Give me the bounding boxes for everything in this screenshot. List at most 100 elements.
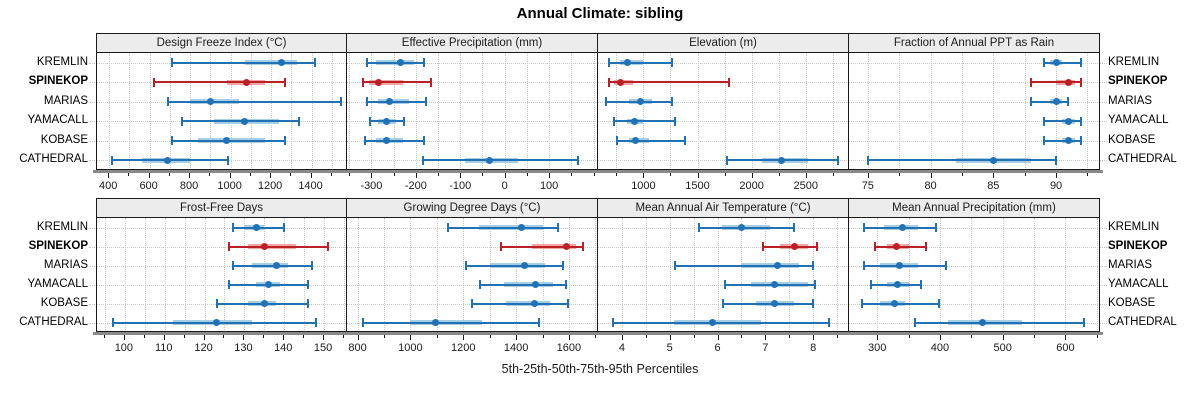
axis-tick-label: 0: [501, 180, 508, 192]
whisker-cap-low: [612, 116, 615, 126]
grid-line: [961, 53, 963, 169]
row-guide: [849, 265, 1099, 267]
whisker-cap-high: [811, 299, 814, 308]
median-dot: [892, 243, 900, 250]
axis-tick-minor: [645, 335, 647, 338]
axis-tick-minor: [961, 173, 963, 176]
panel-strip: Effective Precipitation (mm): [347, 33, 598, 53]
whisker-cap-low: [608, 58, 611, 68]
whisker-cap-low: [605, 97, 608, 107]
grid-line: [832, 53, 834, 169]
panel-strip-title: Design Freeze Index (°C): [156, 37, 287, 49]
median-dot: [1065, 78, 1073, 86]
axis-tick-label: 1000: [631, 180, 656, 192]
grid-line: [670, 53, 672, 169]
axis-tick-label: 800: [179, 180, 199, 192]
row-guide: [598, 101, 848, 103]
grid-line: [124, 218, 126, 331]
grid-line: [1087, 53, 1089, 169]
axis-tick-major: [621, 335, 623, 340]
grid-line: [724, 53, 726, 169]
grid-line: [463, 218, 465, 331]
median-dot: [617, 78, 625, 86]
axis-tick-minor: [1034, 335, 1036, 338]
axis-bar: [93, 170, 1103, 173]
grid-line: [357, 218, 359, 331]
axis-tick-minor: [183, 335, 185, 338]
whisker-cap-high: [562, 261, 565, 270]
whisker-cap-low: [470, 299, 473, 308]
median-dot: [485, 156, 493, 164]
station-label-right: CATHEDRAL: [1108, 153, 1177, 166]
whisker-cap-high: [423, 136, 426, 146]
panel-plot: [96, 218, 347, 332]
whisker-cap-low: [615, 136, 618, 146]
row-guide: [598, 140, 848, 142]
axis-tick-minor: [724, 173, 726, 176]
axis-tick-label: 600: [139, 180, 158, 192]
median-dot: [531, 300, 539, 307]
panel-strip: Frost-Free Days: [96, 198, 347, 218]
axis-tick-major: [867, 173, 869, 178]
grid-line: [930, 53, 932, 169]
whisker-line: [228, 245, 329, 248]
panel-strip-title: Effective Precipitation (mm): [401, 37, 543, 49]
median-dot: [778, 156, 786, 164]
grid-line: [939, 218, 941, 331]
whisker-cap-high: [814, 280, 817, 289]
grid-line: [595, 218, 597, 331]
grid-line: [169, 53, 171, 169]
grid-line: [164, 218, 166, 331]
whisker-line: [362, 81, 432, 84]
whisker-line: [867, 159, 1057, 162]
whisker-cap-low: [1030, 97, 1033, 107]
median-dot: [562, 243, 570, 250]
whisker-line: [465, 264, 564, 267]
median-dot: [894, 281, 902, 288]
whisker-cap-low: [227, 280, 230, 289]
station-label-right: KOBASE: [1108, 296, 1156, 309]
grid-line: [971, 218, 973, 331]
station-label-right: KREMLIN: [1108, 55, 1160, 68]
panel-strip-title: Elevation (m): [689, 37, 757, 49]
axis-tick-minor: [832, 173, 834, 176]
row-guide: [97, 227, 346, 229]
station-label-right: MARIAS: [1108, 258, 1153, 271]
panel-plot: [849, 218, 1100, 332]
whisker-line: [362, 321, 540, 324]
axis-tick-minor: [670, 173, 672, 176]
whisker-cap-low: [1043, 58, 1046, 68]
axis-tick-major: [549, 173, 551, 178]
whisker-cap-high: [944, 261, 947, 270]
axis-tick-major: [930, 173, 932, 178]
whisker-line: [181, 120, 300, 123]
median-dot: [1052, 59, 1060, 67]
row-guide: [849, 82, 1099, 84]
row-guide: [849, 121, 1099, 123]
whisker-cap-low: [171, 58, 174, 68]
axis-tick-label: 1200: [451, 342, 476, 354]
median-dot: [632, 137, 640, 145]
median-dot: [790, 243, 798, 250]
median-dot: [223, 137, 231, 145]
axis-tick-major: [123, 335, 125, 340]
axis-tick-major: [163, 335, 165, 340]
station-label-left: KREMLIN: [36, 55, 88, 68]
axis-tick-label: 1000: [217, 180, 242, 192]
axis-tick-minor: [908, 335, 910, 338]
panel-plot: [849, 53, 1100, 170]
whisker-cap-low: [110, 155, 113, 165]
axis-tick-label: 7: [762, 342, 769, 354]
whisker-line: [612, 321, 830, 324]
grid-line: [393, 53, 395, 169]
axis-tick-minor: [349, 173, 351, 176]
station-label-left: MARIAS: [43, 258, 88, 271]
whisker-cap-high: [576, 155, 579, 165]
axis-tick-major: [1065, 335, 1067, 340]
row-guide: [598, 246, 848, 248]
whisker-line: [471, 302, 569, 305]
whisker-line: [608, 81, 730, 84]
median-dot: [260, 300, 268, 307]
whisker-line: [861, 302, 940, 305]
median-dot: [206, 98, 214, 106]
